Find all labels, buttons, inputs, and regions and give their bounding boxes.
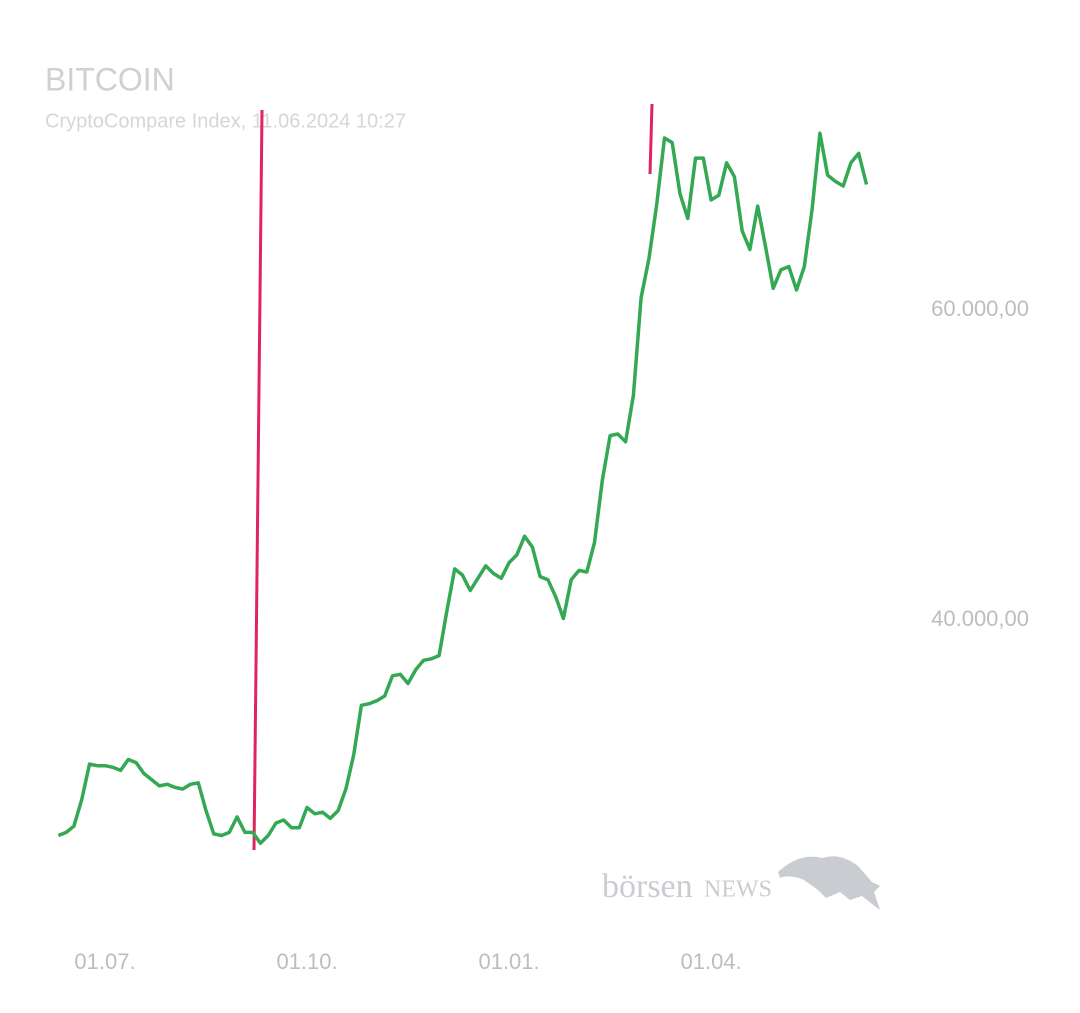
x-tick-label: 01.07.: [74, 949, 135, 974]
x-tick-label: 01.04.: [680, 949, 741, 974]
x-tick-label: 01.10.: [276, 949, 337, 974]
chart-title: BITCOIN: [45, 61, 175, 97]
chart-subtitle: CryptoCompare Index, 11.06.2024 10:27: [45, 110, 406, 132]
artifact-line: [252, 109, 264, 851]
price-line: [57, 131, 869, 845]
y-tick-label: 60.000,00: [931, 296, 1029, 321]
artifact-line: [648, 103, 654, 175]
watermark: börsen NEWS: [602, 856, 880, 910]
x-tick-label: 01.01.: [478, 949, 539, 974]
bull-icon: [778, 856, 880, 910]
watermark-prefix: börsen: [602, 868, 693, 905]
y-tick-label: 40.000,00: [931, 606, 1029, 631]
watermark-suffix: NEWS: [704, 877, 772, 903]
